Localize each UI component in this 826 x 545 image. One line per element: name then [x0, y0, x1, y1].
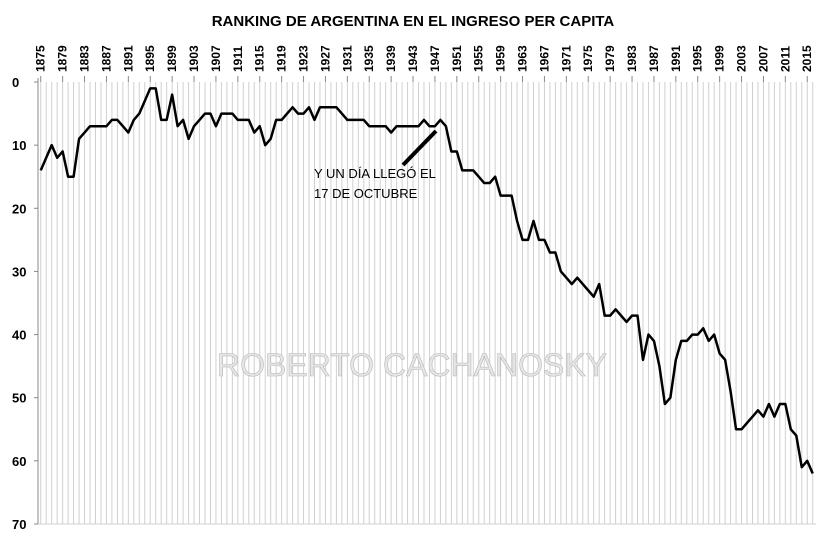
- chart-title: RANKING DE ARGENTINA EN EL INGRESO PER C…: [212, 13, 615, 30]
- y-tick-label: 30: [12, 264, 26, 279]
- annotation: 17 DE OCTUBRE: [314, 186, 418, 201]
- x-tick-label: 2015: [800, 45, 814, 72]
- x-tick-label: 1947: [428, 45, 442, 72]
- x-tick-label: 1927: [318, 45, 332, 72]
- x-tick-label: 2003: [735, 45, 749, 72]
- x-tick-label: 1907: [209, 45, 223, 72]
- annotation: Y UN DÍA LLEGÓ EL: [314, 166, 436, 181]
- x-tick-label: 1995: [691, 45, 705, 72]
- x-tick-label: 1915: [253, 45, 267, 72]
- x-tick-label: 1967: [537, 45, 551, 72]
- x-tick-label: 1895: [143, 45, 157, 72]
- y-tick-label: 40: [12, 328, 26, 343]
- x-tick-label: 1903: [187, 45, 201, 72]
- x-tick-label: 1883: [78, 45, 92, 72]
- x-tick-label: 1931: [340, 45, 354, 72]
- x-tick-label: 1975: [581, 45, 595, 72]
- x-tick-label: 2011: [778, 46, 792, 72]
- watermark: ROBERTO CACHANOSKY: [217, 347, 607, 383]
- y-tick-label: 10: [12, 138, 26, 153]
- x-tick-label: 1987: [647, 45, 661, 72]
- x-tick-label: 1999: [713, 45, 727, 72]
- x-tick-label: 1919: [275, 45, 289, 72]
- x-tick-label: 1971: [559, 45, 573, 72]
- x-tick-label: 1955: [472, 45, 486, 72]
- y-tick-label: 0: [12, 75, 19, 90]
- x-tick-label: 1943: [406, 45, 420, 72]
- x-tick-label: 1939: [384, 45, 398, 72]
- x-tick-label: 1951: [450, 45, 464, 72]
- x-tick-label: 1911: [231, 46, 245, 72]
- x-tick-label: 1935: [362, 45, 376, 72]
- x-tick-label: 1891: [121, 45, 135, 72]
- x-tick-label: 2007: [756, 45, 770, 72]
- x-tick-label: 1979: [603, 45, 617, 72]
- y-tick-label: 50: [12, 391, 26, 406]
- x-tick-label: 1887: [99, 45, 113, 72]
- x-tick-label: 1879: [56, 45, 70, 72]
- y-tick-label: 60: [12, 454, 26, 469]
- y-tick-label: 20: [12, 201, 26, 216]
- x-tick-label: 1983: [625, 45, 639, 72]
- x-tick-label: 1875: [34, 45, 48, 72]
- x-tick-label: 1963: [516, 45, 530, 72]
- x-tick-label: 1923: [297, 45, 311, 72]
- y-tick-label: 70: [12, 517, 26, 532]
- x-tick-label: 1991: [669, 45, 683, 72]
- line-series: [39, 87, 814, 474]
- x-tick-label: 1959: [494, 45, 508, 72]
- x-tick-label: 1899: [165, 45, 179, 72]
- annotation-arrow: [401, 129, 438, 167]
